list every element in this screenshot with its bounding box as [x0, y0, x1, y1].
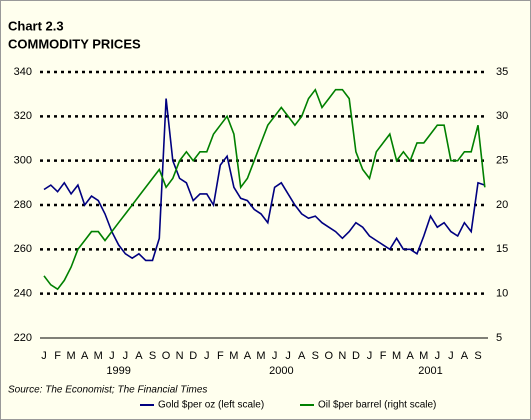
legend-label: Gold $per oz (left scale)	[158, 400, 264, 411]
x-tick-label: M	[67, 350, 76, 362]
x-tick-label: A	[298, 350, 306, 362]
year-label: 2001	[418, 365, 442, 377]
x-tick-label: J	[41, 350, 47, 362]
x-tick-label: J	[272, 350, 278, 362]
chart-subtitle: COMMODITY PRICES	[8, 36, 141, 51]
y2-tick-label: 20	[496, 199, 508, 211]
y2-tick-label: 25	[496, 155, 508, 167]
x-tick-label: S	[149, 350, 156, 362]
x-tick-label: A	[244, 350, 252, 362]
x-tick-label: M	[94, 350, 103, 362]
y-tick-label: 320	[14, 110, 32, 122]
x-tick-label: A	[81, 350, 89, 362]
chart-title: Chart 2.3	[8, 18, 64, 33]
x-tick-label: M	[256, 350, 265, 362]
x-tick-label: D	[189, 350, 197, 362]
x-tick-label: O	[325, 350, 334, 362]
y2-tick-label: 35	[496, 66, 508, 78]
year-label: 2000	[269, 365, 293, 377]
legend-label: Oil $per barrel (right scale)	[318, 400, 436, 411]
x-tick-label: F	[217, 350, 224, 362]
x-tick-label: S	[312, 350, 319, 362]
series-line	[43, 98, 486, 262]
x-tick-label: M	[419, 350, 428, 362]
x-tick-label: F	[380, 350, 387, 362]
y2-tick-label: 5	[496, 332, 502, 344]
x-tick-label: J	[448, 350, 454, 362]
x-tick-label: J	[367, 350, 373, 362]
y2-tick-label: 15	[496, 243, 508, 255]
x-tick-label: J	[285, 350, 291, 362]
x-tick-label: A	[135, 350, 143, 362]
x-tick-label: J	[435, 350, 441, 362]
x-tick-label: S	[474, 350, 481, 362]
x-tick-label: D	[352, 350, 360, 362]
y-tick-label: 300	[14, 155, 32, 167]
y-tick-label: 340	[14, 66, 32, 78]
x-tick-label: A	[461, 350, 469, 362]
x-tick-label: J	[109, 350, 115, 362]
y-tick-label: 280	[14, 199, 32, 211]
x-tick-label: M	[392, 350, 401, 362]
x-tick-label: M	[229, 350, 238, 362]
x-tick-label: A	[407, 350, 415, 362]
x-tick-label: N	[176, 350, 184, 362]
y2-tick-label: 30	[496, 110, 508, 122]
x-tick-label: F	[54, 350, 61, 362]
series-line	[43, 88, 486, 291]
x-tick-label: J	[123, 350, 129, 362]
y-tick-label: 220	[14, 332, 32, 344]
source: Source: The Economist; The Financial Tim…	[8, 385, 207, 396]
x-tick-label: O	[162, 350, 171, 362]
y2-tick-label: 10	[496, 288, 508, 300]
y-tick-label: 260	[14, 243, 32, 255]
year-label: 1999	[106, 365, 130, 377]
x-tick-label: J	[204, 350, 210, 362]
y-tick-label: 240	[14, 288, 32, 300]
x-tick-label: N	[338, 350, 346, 362]
